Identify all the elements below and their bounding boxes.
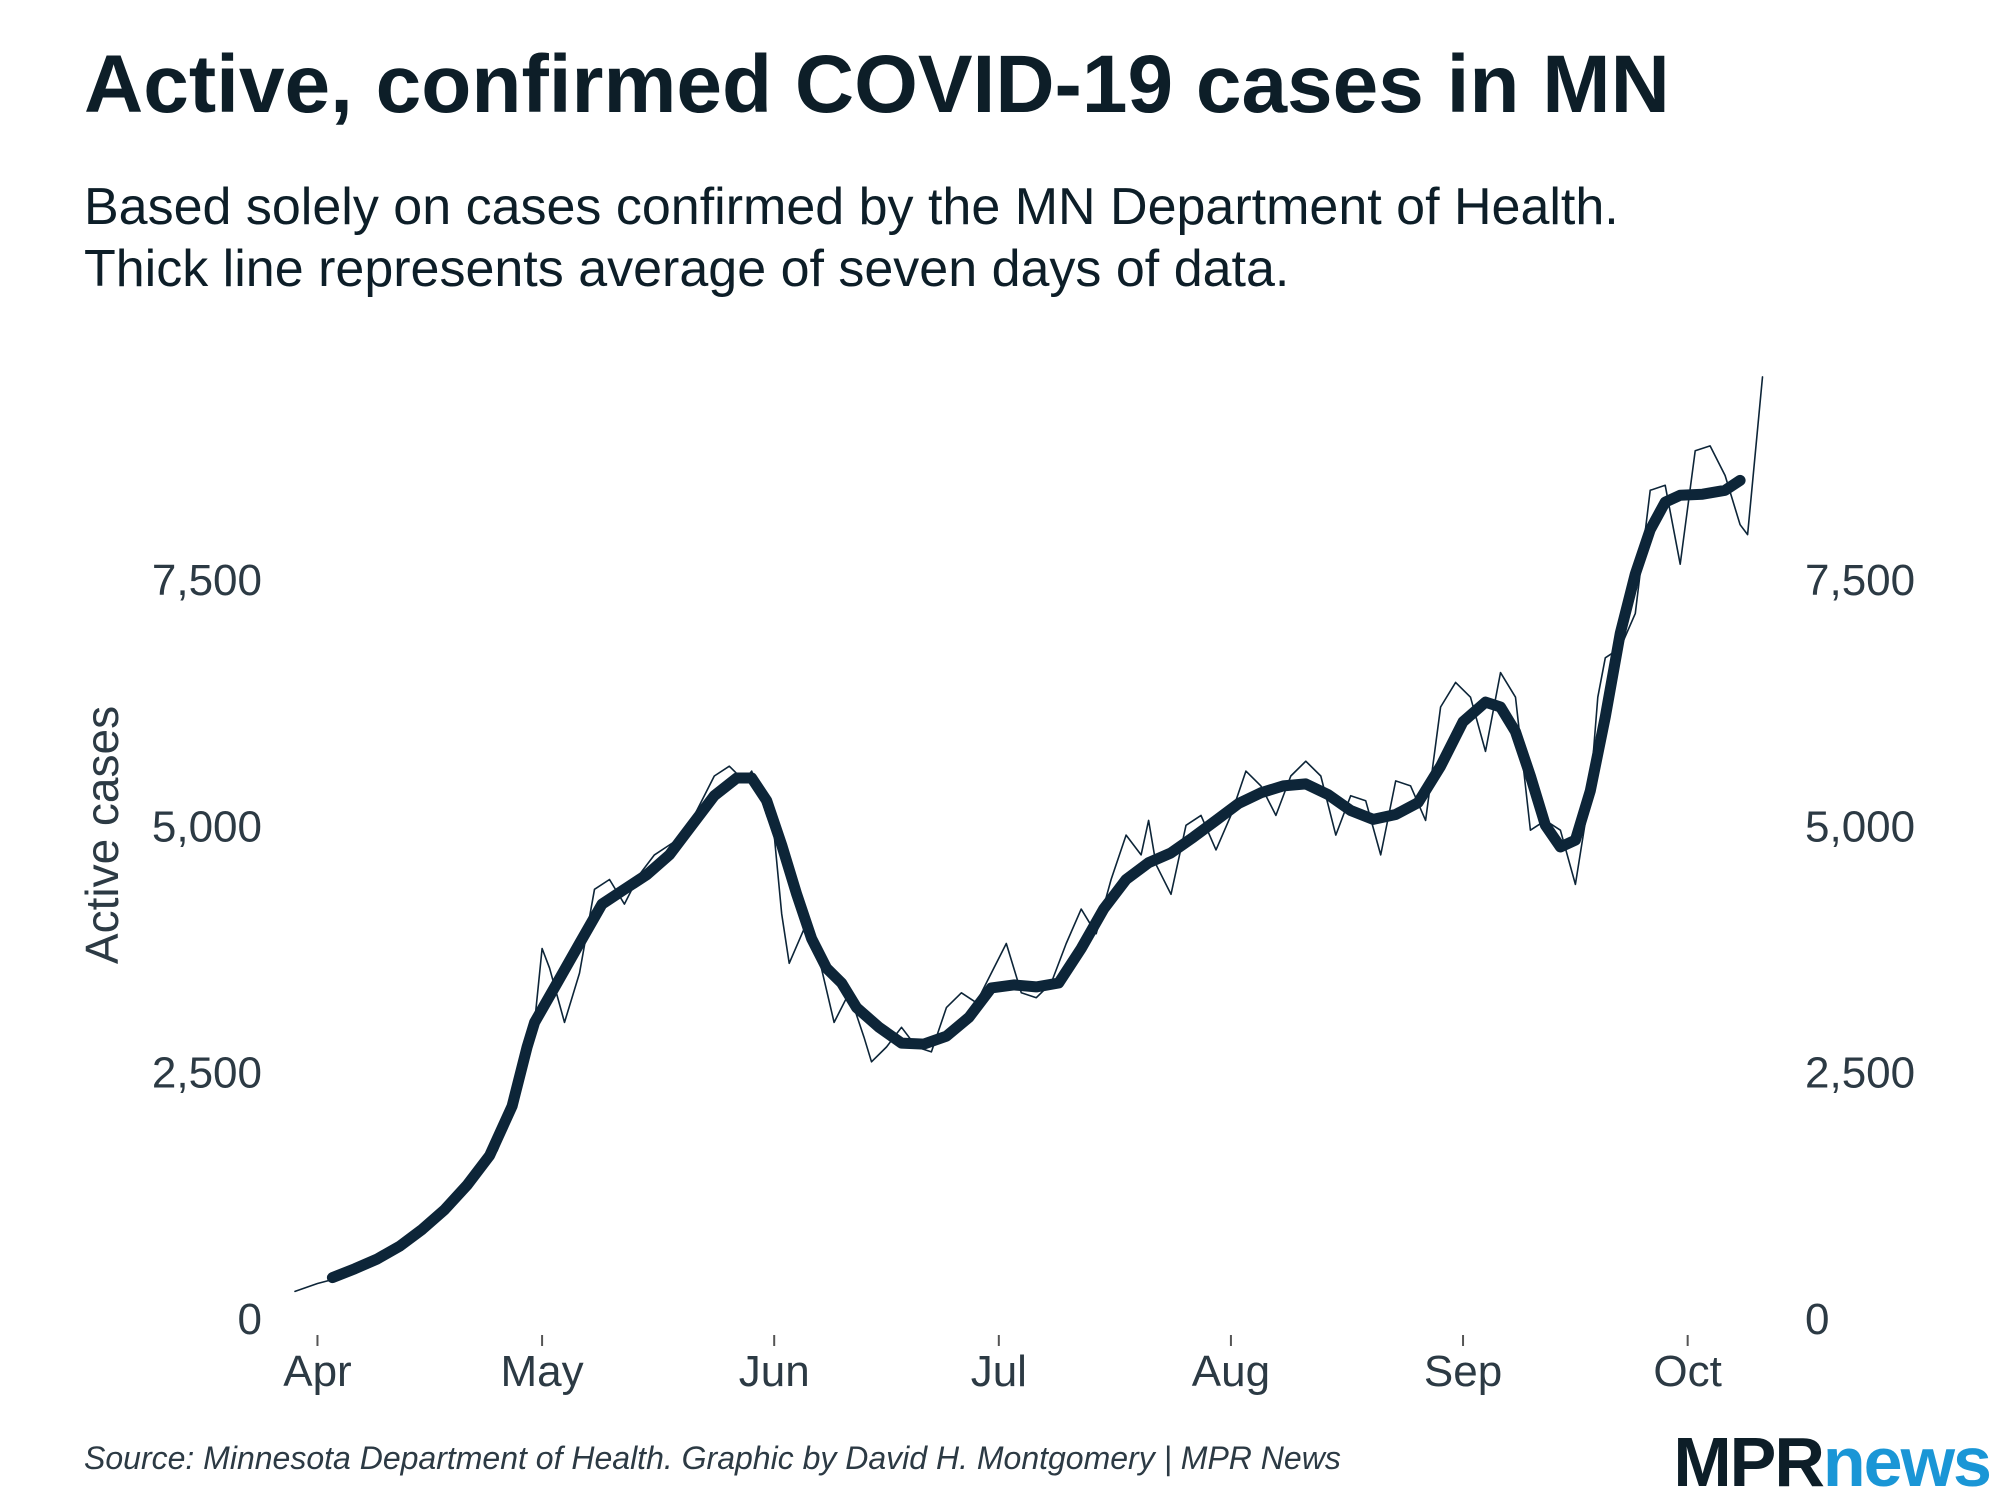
logo-news-text: news <box>1822 1423 1992 1501</box>
mpr-news-logo: MPRnews <box>1673 1422 1992 1502</box>
chart-title: Active, confirmed COVID-19 cases in MN <box>84 39 1670 130</box>
x-tick-label: Jul <box>971 1347 1027 1396</box>
y-axis-label: Active cases <box>76 706 128 964</box>
x-tick-label: Apr <box>283 1347 351 1396</box>
y-tick-label-right: 5,000 <box>1805 802 1915 851</box>
y-tick-label-right: 7,500 <box>1805 556 1915 605</box>
seven-day-average-line <box>326 474 1746 1284</box>
y-tick-label-right: 2,500 <box>1805 1049 1915 1098</box>
x-tick-label: May <box>501 1347 584 1396</box>
y-tick-label-left: 5,000 <box>152 802 262 851</box>
subtitle-line-2: Thick line represents average of seven d… <box>84 240 1290 298</box>
y-tick-label-left: 7,500 <box>152 556 262 605</box>
x-tick-label: Aug <box>1192 1347 1270 1396</box>
logo-mpr-text: MPR <box>1673 1423 1825 1501</box>
y-axis-left: 0 2,500 5,000 7,500 <box>152 556 262 1344</box>
x-tick-label: Oct <box>1653 1347 1721 1396</box>
y-axis-right: 0 2,500 5,000 7,500 <box>1805 556 1915 1344</box>
series-layer <box>294 376 1764 1293</box>
y-tick-label-left: 2,500 <box>152 1049 262 1098</box>
x-tick-label: Jun <box>739 1347 810 1396</box>
x-axis: Apr May Jun Jul Aug Sep Oct <box>283 1335 1722 1396</box>
daily-cases-line <box>294 376 1764 1293</box>
y-tick-label-left: 0 <box>238 1295 262 1344</box>
x-tick-label: Sep <box>1424 1347 1502 1396</box>
subtitle-line-1: Based solely on cases confirmed by the M… <box>84 178 1619 236</box>
source-credit: Source: Minnesota Department of Health. … <box>84 1440 1341 1476</box>
y-tick-label-right: 0 <box>1805 1295 1829 1344</box>
chart-subtitle: Based solely on cases confirmed by the M… <box>84 176 1619 300</box>
